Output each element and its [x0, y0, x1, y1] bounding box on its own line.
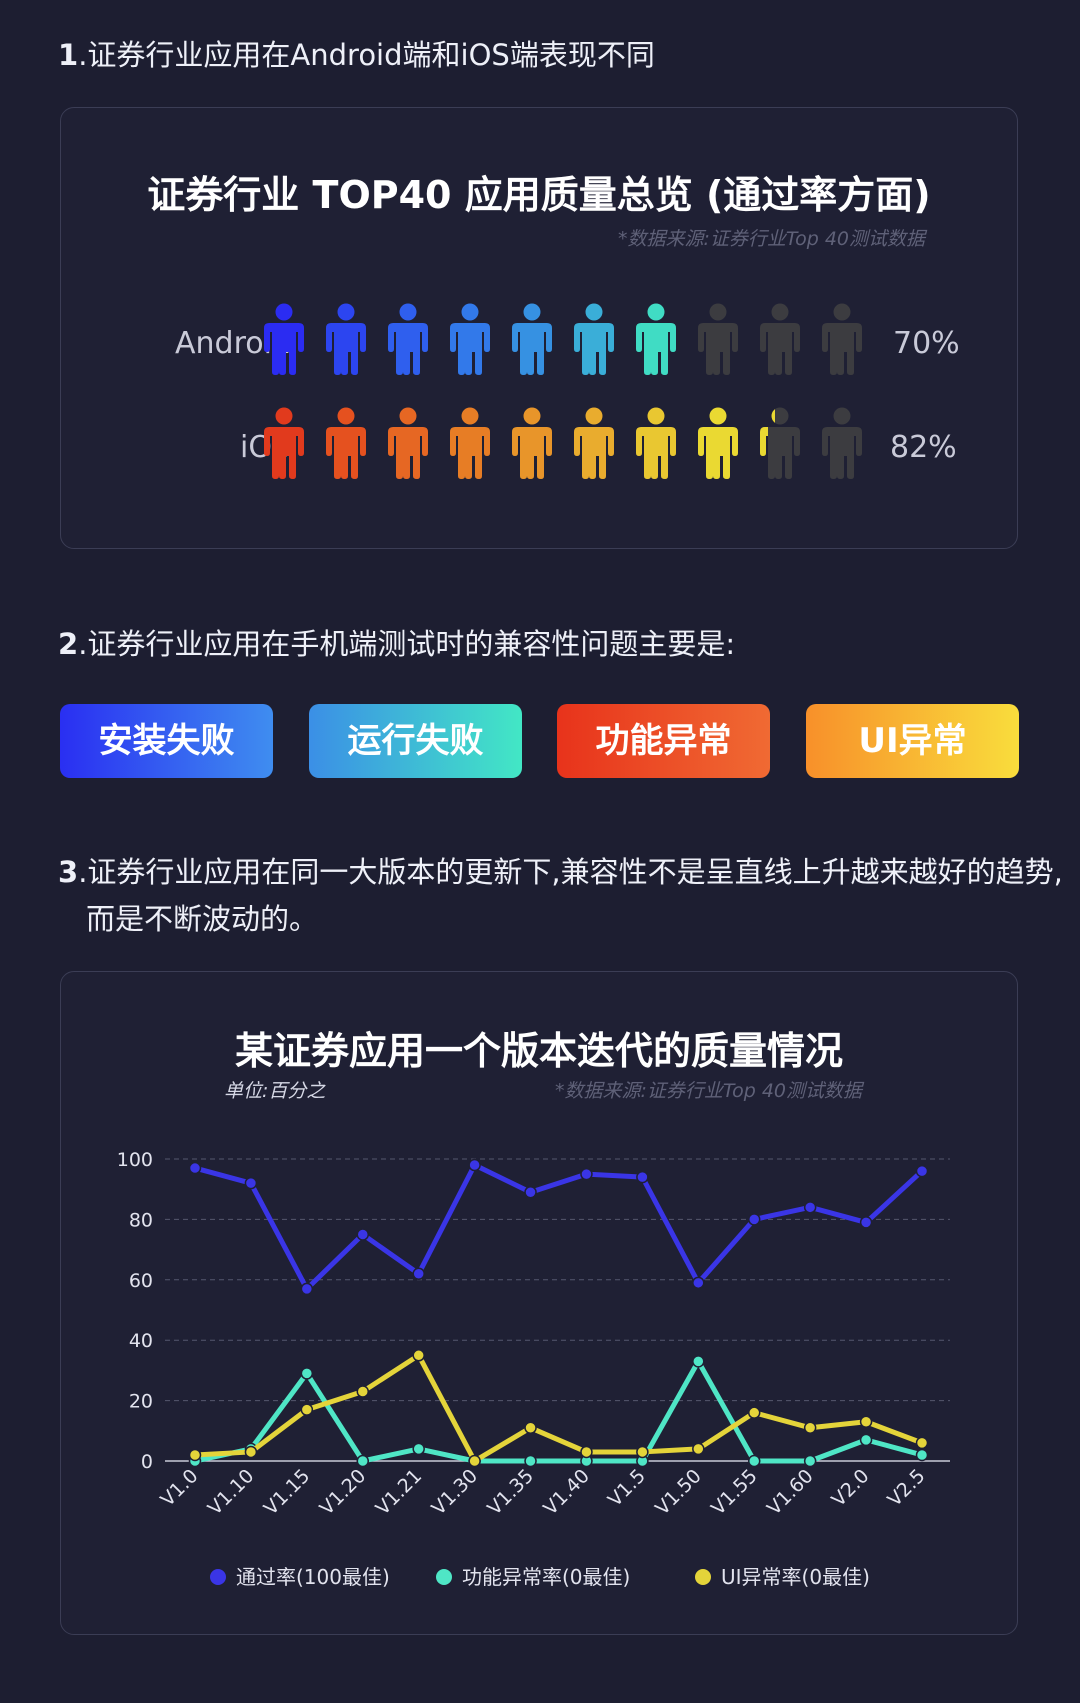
android-percent: 70% [893, 326, 960, 361]
tag-function-anomaly: 功能异常 [557, 704, 770, 778]
android-person-icon [511, 303, 553, 379]
section-2-text: .证券行业应用在手机端测试时的兼容性问题主要是: [78, 627, 736, 661]
legend-swatch-pass-rate [210, 1569, 226, 1585]
ios-person-icon [387, 407, 429, 483]
section-2-heading: 2.证券行业应用在手机端测试时的兼容性问题主要是: [58, 621, 1038, 668]
section-1-text: .证券行业应用在Android端和iOS端表现不同 [78, 38, 655, 72]
tag-ui-anomaly: UI异常 [806, 704, 1019, 778]
legend-item-function-anomaly: 功能异常率(0最佳) [436, 1562, 630, 1592]
ios-person-icon [325, 407, 367, 483]
legend-item-ui-anomaly: UI异常率(0最佳) [695, 1562, 870, 1592]
version-chart-title: 某证券应用一个版本迭代的质量情况 [234, 1029, 843, 1073]
pass-rate-source-note: *数据来源:证券行业Top 40测试数据 [617, 228, 925, 250]
android-person-icon [759, 303, 801, 379]
ios-person-icon [263, 407, 305, 483]
section-1-heading: 1.证券行业应用在Android端和iOS端表现不同 [58, 32, 1038, 79]
section-3-number: 3 [58, 855, 79, 889]
section-2-number: 2 [58, 627, 79, 661]
android-person-icon [573, 303, 615, 379]
version-chart-source-note: *数据来源:证券行业Top 40测试数据 [554, 1080, 862, 1102]
android-person-icon [387, 303, 429, 379]
legend-swatch-function-anomaly [436, 1569, 452, 1585]
legend-label-function-anomaly: 功能异常率(0最佳) [462, 1565, 631, 1589]
legend-label-pass-rate: 通过率(100最佳) [236, 1565, 390, 1589]
tag-run-failure: 运行失败 [309, 704, 522, 778]
ios-percent: 82% [890, 430, 957, 465]
ios-person-icon [697, 407, 739, 483]
ios-person-icon [449, 407, 491, 483]
tag-install-failure: 安装失败 [60, 704, 273, 778]
android-person-icon [697, 303, 739, 379]
pass-rate-card: 证券行业 TOP40 应用质量总览 (通过率方面) *数据来源:证券行业Top … [60, 107, 1018, 549]
version-quality-card: 某证券应用一个版本迭代的质量情况 单位:百分之 *数据来源:证券行业Top 40… [60, 971, 1018, 1635]
legend-label-ui-anomaly: UI异常率(0最佳) [721, 1565, 870, 1589]
ios-person-icon [821, 407, 863, 483]
pass-rate-card-title: 证券行业 TOP40 应用质量总览 (通过率方面) [147, 173, 931, 217]
android-person-icon [325, 303, 367, 379]
ios-person-icon [759, 407, 801, 483]
ios-person-icon [511, 407, 553, 483]
version-chart-unit: 单位:百分之 [224, 1080, 326, 1102]
ios-person-icon [635, 407, 677, 483]
android-person-icon [821, 303, 863, 379]
android-person-icon [635, 303, 677, 379]
section-3-heading: 3.证券行业应用在同一大版本的更新下,兼容性不是呈直线上升越来越好的趋势,而是不… [58, 849, 1066, 943]
section-3-text: .证券行业应用在同一大版本的更新下,兼容性不是呈直线上升越来越好的趋势,而是不断… [78, 855, 1063, 936]
android-person-icon [263, 303, 305, 379]
section-1-number: 1 [58, 38, 79, 72]
ios-person-icon [573, 407, 615, 483]
legend-item-pass-rate: 通过率(100最佳) [210, 1562, 390, 1592]
android-person-icon [449, 303, 491, 379]
legend-swatch-ui-anomaly [695, 1569, 711, 1585]
